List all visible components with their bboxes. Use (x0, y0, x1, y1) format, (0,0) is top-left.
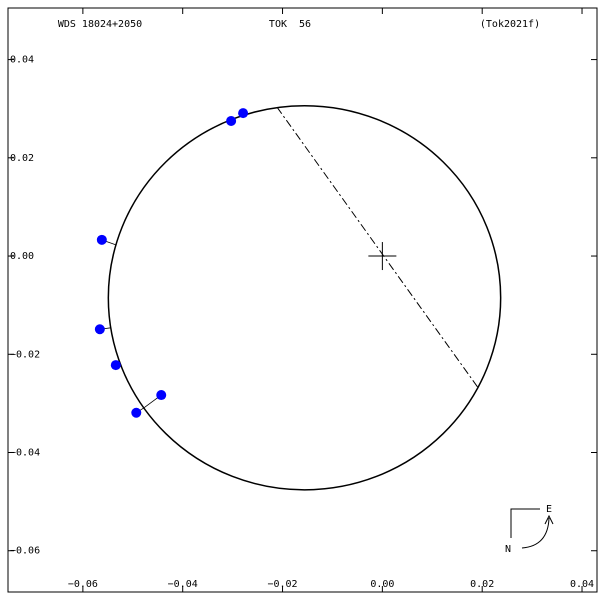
orbit (108, 106, 500, 490)
y-tick-label: −0.06 (10, 546, 40, 557)
reference: (Tok2021f) (480, 19, 540, 30)
observation (238, 108, 248, 118)
chart-subtitle: TOK 56 (269, 19, 311, 30)
line-of-nodes (277, 107, 478, 387)
x-tick-label: 0.00 (370, 579, 394, 590)
chart-title: WDS 18024+2050 (58, 19, 142, 30)
observation (156, 390, 166, 400)
compass-arrow (522, 518, 549, 548)
x-tick-label: 0.02 (470, 579, 494, 590)
x-tick-label: −0.06 (68, 579, 98, 590)
compass-axes (511, 509, 540, 538)
frame (8, 8, 597, 592)
y-tick-label: 0.02 (10, 153, 34, 164)
observation (97, 235, 107, 245)
compass-east: E (546, 504, 552, 515)
observation (111, 360, 121, 370)
observation (95, 324, 105, 334)
observation (131, 408, 141, 418)
y-tick-label: 0.00 (10, 251, 34, 262)
y-tick-label: 0.04 (10, 55, 34, 66)
y-tick-label: −0.02 (10, 349, 40, 360)
x-tick-label: −0.02 (267, 579, 297, 590)
y-tick-label: −0.04 (10, 448, 40, 459)
x-tick-label: 0.04 (570, 579, 594, 590)
compass-north: N (505, 544, 511, 555)
observation (226, 116, 236, 126)
x-tick-label: −0.04 (168, 579, 198, 590)
